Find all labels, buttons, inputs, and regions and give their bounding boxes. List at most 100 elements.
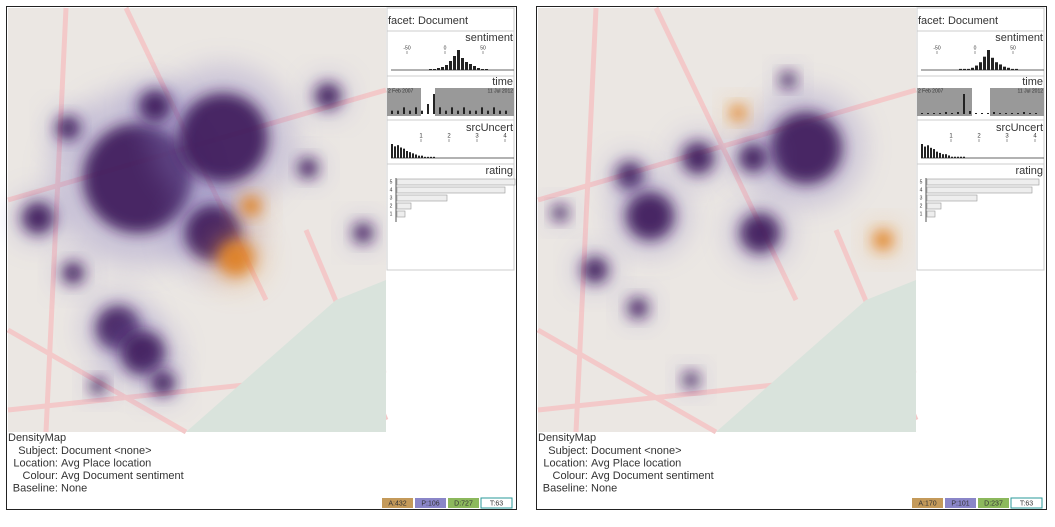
footer-value: Avg Place location (61, 457, 151, 469)
footer-key: Location: (543, 457, 588, 469)
tick-label: 1 (419, 134, 423, 140)
footer-key: Subject: (18, 445, 58, 457)
density-blob (90, 378, 106, 394)
tick-label: 4 (503, 134, 507, 140)
time-start: 2 Feb 2007 (388, 88, 414, 94)
density-layer (12, 66, 379, 403)
histogram-bar (983, 56, 986, 70)
histogram-bar (1035, 113, 1037, 114)
density-blob (730, 105, 746, 121)
histogram-bar (424, 156, 426, 158)
histogram-bar (927, 145, 929, 158)
density-blob (22, 202, 54, 234)
histogram-bar (409, 152, 411, 158)
histogram-bar (981, 113, 983, 114)
map (536, 6, 919, 435)
side-panel: facet: Document sentiment -50 0 50 time 2 Feb … (916, 7, 1045, 271)
time-start: 2 Feb 2007 (918, 88, 944, 94)
histogram-bar (400, 147, 402, 158)
footer-title: DensityMap (8, 432, 66, 444)
section-title: time (492, 76, 513, 88)
density-blob (628, 298, 648, 318)
histogram-bar (999, 113, 1001, 114)
count-badge-label: D:727 (454, 500, 473, 507)
histogram-bar (505, 110, 507, 114)
histogram-bar (951, 113, 953, 114)
histogram-bar (430, 156, 432, 158)
footer-value: Avg Document sentiment (591, 470, 714, 482)
histogram-bar (995, 62, 998, 70)
count-badge (448, 498, 479, 508)
section-title: srcUncert (996, 122, 1043, 134)
histogram-bar (406, 151, 408, 158)
rating-bar (396, 210, 406, 218)
histogram-bar (412, 153, 414, 158)
histogram-bar (954, 156, 956, 158)
histogram-bar (418, 155, 420, 158)
map-road (536, 327, 718, 435)
histogram-bar (1003, 66, 1006, 70)
histogram-bar (945, 154, 947, 158)
histogram-bar (1017, 113, 1019, 114)
panel: facet: Document sentiment -50 0 50 time 2 Feb … (536, 6, 1047, 510)
footer-key: Location: (13, 457, 58, 469)
histogram-bar (1029, 113, 1031, 114)
facet-title: facet: Document (388, 15, 468, 27)
histogram-bar (469, 110, 471, 114)
rating-bar (396, 194, 448, 202)
rating-label: 5 (920, 179, 923, 185)
footer-value: None (591, 482, 617, 494)
time-end: 11 Jul 2012 (1018, 88, 1044, 94)
footer-key: Colour: (23, 470, 58, 482)
histogram-bar (451, 107, 453, 114)
histogram-bar (1011, 113, 1013, 114)
rating-label: 2 (390, 203, 393, 209)
histogram-bar (1007, 67, 1010, 70)
histogram-bar (987, 113, 989, 114)
rating-label: 1 (390, 211, 393, 217)
histogram-bar (924, 146, 926, 158)
histogram-bar (391, 144, 393, 158)
histogram-bar (429, 69, 432, 70)
density-blob (582, 257, 608, 283)
histogram-bar (963, 68, 966, 70)
map (6, 6, 389, 435)
density-blob (739, 144, 767, 172)
histogram-bar (391, 110, 393, 114)
side-background (386, 7, 515, 271)
count-badge-label: T:63 (1020, 500, 1033, 507)
density-blob (139, 90, 171, 122)
histogram-bar (979, 62, 982, 70)
footer-key: Baseline: (543, 482, 588, 494)
density-blob (683, 372, 699, 388)
time-selection (421, 88, 435, 116)
histogram-bar (930, 147, 932, 158)
histogram-bar (457, 50, 460, 70)
histogram-bar (969, 111, 971, 114)
histogram-bar (967, 68, 970, 70)
rating-bar (926, 194, 978, 202)
map-road (573, 7, 599, 433)
density-blob (56, 116, 80, 140)
section-title: rating (1015, 165, 1043, 177)
histogram-bar (1011, 68, 1014, 70)
histogram-bar (421, 155, 423, 158)
histogram-bar (421, 110, 423, 114)
density-blob (682, 142, 714, 174)
section-title: rating (485, 165, 513, 177)
density-blob (62, 262, 84, 284)
time-end: 11 Jul 2012 (488, 88, 514, 94)
footer-key: Colour: (553, 470, 588, 482)
histogram-bar (453, 56, 456, 70)
histogram-bar (499, 110, 501, 114)
rating-bar (396, 202, 412, 210)
count-badge-label: A:432 (388, 500, 406, 507)
histogram-bar (921, 113, 923, 114)
facet-title: facet: Document (918, 15, 998, 27)
tick-label: 2 (977, 134, 981, 140)
tick-label: 50 (480, 45, 486, 51)
histogram-bar (473, 66, 476, 70)
rating-bar (926, 186, 1033, 194)
rating-bar (926, 202, 942, 210)
footer-value: Avg Document sentiment (61, 470, 184, 482)
